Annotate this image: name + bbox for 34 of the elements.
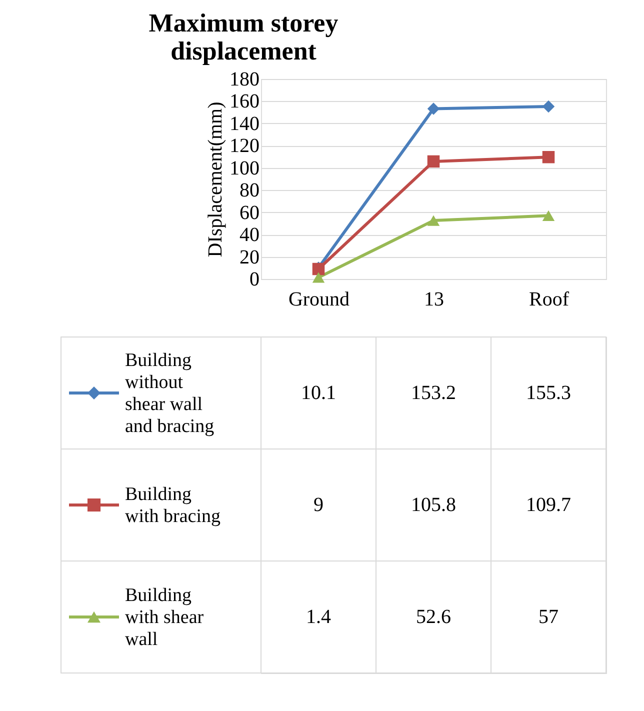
data-label: 9: [314, 494, 324, 516]
data-label: 109.7: [526, 494, 571, 516]
y-tick-label: 120: [230, 135, 260, 158]
chart-title: Maximum storey displacement: [148, 8, 338, 66]
y-tick-label: 160: [230, 90, 260, 113]
y-tick-label: 100: [230, 157, 260, 180]
point: [542, 210, 555, 221]
y-axis-title: DIsplacement(mm): [204, 102, 226, 258]
point: [427, 215, 440, 226]
data-label: 153.2: [411, 382, 456, 404]
y-tick-label: 60: [240, 202, 260, 224]
point: [542, 100, 555, 113]
point: [427, 102, 440, 115]
data-label: 57: [538, 606, 558, 628]
data-label: 105.8: [411, 494, 456, 516]
x-tick-label: 13: [424, 288, 444, 310]
x-tick-label: Roof: [529, 288, 570, 310]
y-tick-label: 40: [240, 224, 260, 246]
point: [427, 155, 440, 168]
legend-label: Building with bracing: [125, 484, 221, 527]
data-label: 52.6: [416, 606, 451, 628]
y-tick-label: 20: [240, 246, 260, 268]
x-tick-label: Ground: [288, 288, 350, 310]
y-tick-label: 0: [250, 268, 260, 290]
y-tick-label: 140: [230, 112, 260, 135]
legend-label: Building without shear wall and bracing: [125, 350, 215, 437]
data-label: 10.1: [301, 382, 336, 404]
point: [312, 272, 325, 283]
data-label: 1.4: [306, 606, 331, 628]
y-tick-label: 180: [230, 68, 260, 90]
point: [542, 150, 555, 164]
y-tick-label: 80: [240, 180, 260, 202]
legend-label: Building with shear wall: [125, 585, 204, 650]
data-label: 155.3: [526, 382, 571, 404]
